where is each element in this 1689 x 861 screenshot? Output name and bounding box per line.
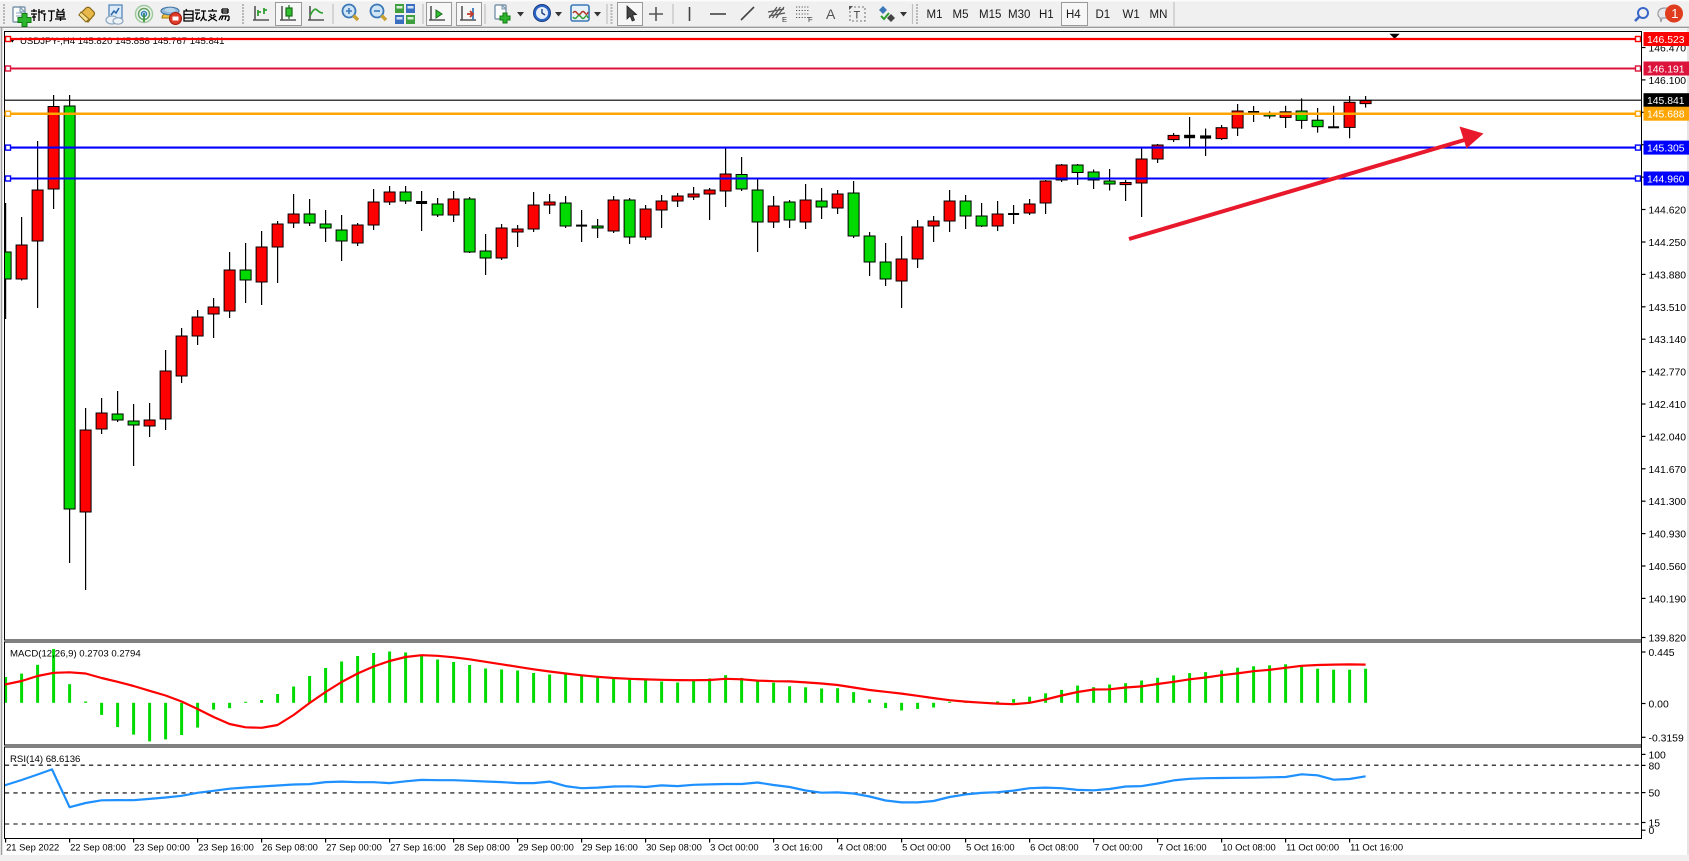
svg-text:MACD(12,26,9) 0.2703 0.2794: MACD(12,26,9) 0.2703 0.2794 <box>10 649 141 660</box>
svg-text:141.670: 141.670 <box>1649 465 1687 476</box>
svg-text:143.880: 143.880 <box>1649 270 1687 281</box>
svg-text:144.620: 144.620 <box>1649 206 1687 217</box>
svg-text:27 Sep 16:00: 27 Sep 16:00 <box>390 842 446 853</box>
svg-text:50: 50 <box>1649 789 1661 800</box>
svg-text:USDJPY-,H4 145.820 145.858 14: USDJPY-,H4 145.820 145.858 145.767 145.8… <box>20 36 224 47</box>
svg-text:3 Oct 00:00: 3 Oct 00:00 <box>710 842 758 853</box>
svg-text:145.688: 145.688 <box>1647 110 1685 121</box>
svg-text:11 Oct 00:00: 11 Oct 00:00 <box>1286 842 1339 853</box>
svg-text:146.523: 146.523 <box>1647 35 1685 46</box>
svg-text:23 Sep 00:00: 23 Sep 00:00 <box>134 842 190 853</box>
svg-text:0.445: 0.445 <box>1649 648 1675 659</box>
svg-text:28 Sep 08:00: 28 Sep 08:00 <box>454 842 510 853</box>
svg-text:5 Oct 00:00: 5 Oct 00:00 <box>902 842 950 853</box>
svg-text:100: 100 <box>1649 750 1667 761</box>
svg-text:M5: M5 <box>953 9 969 21</box>
svg-text:W1: W1 <box>1123 9 1140 21</box>
svg-text:0.00: 0.00 <box>1649 700 1669 711</box>
svg-text:26 Sep 08:00: 26 Sep 08:00 <box>262 842 318 853</box>
svg-text:10 Oct 08:00: 10 Oct 08:00 <box>1222 842 1276 853</box>
svg-text:141.300: 141.300 <box>1649 497 1687 508</box>
svg-text:E: E <box>782 15 787 24</box>
svg-text:3 Oct 16:00: 3 Oct 16:00 <box>774 842 822 853</box>
svg-text:29 Sep 16:00: 29 Sep 16:00 <box>582 842 638 853</box>
svg-text:M30: M30 <box>1008 9 1030 21</box>
svg-text:H1: H1 <box>1039 9 1054 21</box>
svg-text:T: T <box>854 10 861 22</box>
svg-text:-0.3159: -0.3159 <box>1649 733 1684 744</box>
svg-text:30 Sep 08:00: 30 Sep 08:00 <box>646 842 702 853</box>
svg-text:143.510: 143.510 <box>1649 303 1687 314</box>
svg-text:1: 1 <box>1671 6 1678 21</box>
svg-text:143.140: 143.140 <box>1649 335 1687 346</box>
svg-text:MN: MN <box>1150 9 1168 21</box>
svg-text:139.820: 139.820 <box>1649 634 1687 645</box>
svg-text:RSI(14) 68.6136: RSI(14) 68.6136 <box>10 754 80 765</box>
svg-text:145.305: 145.305 <box>1647 144 1685 155</box>
svg-text:4 Oct 08:00: 4 Oct 08:00 <box>838 842 886 853</box>
svg-text:140.190: 140.190 <box>1649 594 1687 605</box>
svg-text:15: 15 <box>1649 819 1661 830</box>
svg-text:27 Sep 00:00: 27 Sep 00:00 <box>326 842 382 853</box>
svg-text:142.040: 142.040 <box>1649 432 1687 443</box>
svg-text:21 Sep 2022: 21 Sep 2022 <box>6 842 59 853</box>
svg-text:5 Oct 16:00: 5 Oct 16:00 <box>966 842 1014 853</box>
svg-text:6 Oct 08:00: 6 Oct 08:00 <box>1030 842 1078 853</box>
svg-text:146.191: 146.191 <box>1647 65 1685 76</box>
svg-text:144.960: 144.960 <box>1647 175 1685 186</box>
svg-text:D1: D1 <box>1096 9 1111 21</box>
svg-text:140.560: 140.560 <box>1649 562 1687 573</box>
svg-text:80: 80 <box>1649 761 1661 772</box>
svg-text:11 Oct 16:00: 11 Oct 16:00 <box>1350 842 1403 853</box>
svg-text:7 Oct 00:00: 7 Oct 00:00 <box>1094 842 1142 853</box>
svg-text:H4: H4 <box>1066 9 1081 21</box>
svg-text:22 Sep 08:00: 22 Sep 08:00 <box>70 842 126 853</box>
svg-text:142.770: 142.770 <box>1649 368 1687 379</box>
svg-text:M1: M1 <box>927 9 943 21</box>
svg-text:7 Oct 16:00: 7 Oct 16:00 <box>1158 842 1206 853</box>
svg-text:146.470: 146.470 <box>1649 44 1687 55</box>
svg-text:145.841: 145.841 <box>1647 96 1685 107</box>
svg-text:29 Sep 00:00: 29 Sep 00:00 <box>518 842 574 853</box>
svg-text:A: A <box>826 6 836 22</box>
svg-text:142.410: 142.410 <box>1649 400 1687 411</box>
svg-text:0: 0 <box>1649 826 1655 837</box>
svg-text:F: F <box>808 15 813 24</box>
svg-text:140.930: 140.930 <box>1649 530 1687 541</box>
svg-text:23 Sep 16:00: 23 Sep 16:00 <box>198 842 254 853</box>
svg-text:144.250: 144.250 <box>1649 238 1687 249</box>
svg-text:146.100: 146.100 <box>1649 76 1687 87</box>
svg-text:M15: M15 <box>979 9 1001 21</box>
